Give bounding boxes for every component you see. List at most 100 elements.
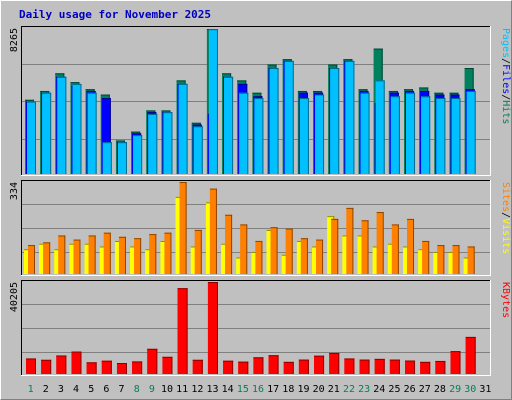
bar-kbytes-day-4 <box>71 351 82 374</box>
day-label-20: 20 <box>313 384 325 395</box>
bar-kbytes-day-7 <box>116 363 127 374</box>
day-label-25: 25 <box>388 384 400 395</box>
bar-kbytes-day-28 <box>435 360 446 374</box>
legend-Files: Files <box>500 64 511 94</box>
bar-pages-day-28 <box>436 98 446 174</box>
bar-sites-day-21 <box>331 218 339 274</box>
bar-pages-day-23 <box>360 92 370 174</box>
bar-sites-day-4 <box>73 239 81 274</box>
bar-pages-day-1 <box>27 101 36 174</box>
bar-kbytes-day-2 <box>41 359 52 374</box>
bar-sites-day-5 <box>88 235 96 274</box>
day-label-30: 30 <box>464 384 476 395</box>
bar-kbytes-day-11 <box>177 288 188 374</box>
day-label-17: 17 <box>267 384 279 395</box>
bar-kbytes-day-23 <box>359 359 370 374</box>
bar-sites-day-7 <box>118 236 126 274</box>
bar-pages-day-29 <box>451 98 461 174</box>
bar-pages-day-14 <box>224 76 234 174</box>
bar-sites-day-23 <box>361 220 369 274</box>
day-label-6: 6 <box>103 384 109 395</box>
day-label-22: 22 <box>343 384 355 395</box>
bar-pages-day-5 <box>87 92 97 174</box>
legend-Sites: Sites <box>500 182 511 212</box>
bar-pages-day-17 <box>269 68 279 174</box>
bar-pages-day-22 <box>345 60 355 175</box>
bar-sites-day-15 <box>240 224 248 274</box>
panel-2-max-label: 334 <box>9 182 20 200</box>
bar-sites-day-18 <box>285 228 293 274</box>
bar-sites-day-19 <box>300 238 308 274</box>
day-label-26: 26 <box>404 384 416 395</box>
bar-kbytes-day-22 <box>344 358 355 374</box>
day-label-18: 18 <box>282 384 294 395</box>
bar-pages-day-6 <box>102 142 112 174</box>
panel-1-max-label: 8265 <box>9 28 20 52</box>
day-label-13: 13 <box>206 384 218 395</box>
bar-kbytes-day-15 <box>238 361 249 374</box>
bar-kbytes-day-21 <box>329 352 340 374</box>
bar-kbytes-day-14 <box>223 360 234 374</box>
legend-Visits: Visits <box>500 218 511 254</box>
bar-sites-day-25 <box>391 224 399 274</box>
day-label-31: 31 <box>479 384 491 395</box>
day-label-15: 15 <box>237 384 249 395</box>
bar-pages-day-10 <box>163 112 173 174</box>
day-label-16: 16 <box>252 384 264 395</box>
panel-3-legend: KBytes <box>500 282 511 318</box>
bar-sites-day-1 <box>28 245 35 274</box>
panel-3-max-label: 40205 <box>9 282 20 312</box>
bar-kbytes-day-1 <box>26 358 36 374</box>
bar-sites-day-17 <box>270 227 278 274</box>
bar-kbytes-day-13 <box>207 282 218 374</box>
bar-kbytes-day-26 <box>405 360 416 374</box>
legend-Hits: Hits <box>500 100 511 124</box>
bar-kbytes-day-6 <box>101 360 112 374</box>
bar-pages-day-3 <box>57 76 67 174</box>
bar-pages-day-15 <box>239 92 249 174</box>
day-label-8: 8 <box>134 384 140 395</box>
bar-kbytes-day-3 <box>56 355 67 374</box>
bar-kbytes-day-10 <box>162 356 173 374</box>
bar-pages-day-7 <box>117 142 127 174</box>
bar-pages-day-25 <box>390 96 400 174</box>
day-label-5: 5 <box>88 384 94 395</box>
bar-pages-day-11 <box>178 83 188 174</box>
day-label-7: 7 <box>119 384 125 395</box>
bar-pages-day-27 <box>421 96 431 174</box>
legend-Pages: Pages <box>500 28 511 58</box>
bar-sites-day-14 <box>225 214 233 274</box>
bar-sites-day-27 <box>422 240 430 274</box>
day-label-4: 4 <box>73 384 79 395</box>
bar-kbytes-day-20 <box>314 355 325 374</box>
bar-kbytes-day-8 <box>132 361 143 374</box>
day-label-11: 11 <box>176 384 188 395</box>
bar-kbytes-day-24 <box>374 358 385 374</box>
day-label-19: 19 <box>297 384 309 395</box>
bar-kbytes-day-27 <box>420 361 431 374</box>
bar-pages-day-30 <box>466 90 476 174</box>
legend-: / <box>500 58 511 64</box>
panel-2-legend: Sites/Visits <box>500 182 511 254</box>
bar-kbytes-day-16 <box>253 357 264 374</box>
bar-sites-day-8 <box>134 238 142 274</box>
day-label-12: 12 <box>191 384 203 395</box>
bar-sites-day-29 <box>452 245 460 274</box>
day-label-27: 27 <box>419 384 431 395</box>
bar-pages-day-16 <box>254 98 264 174</box>
bar-kbytes-day-25 <box>389 359 400 374</box>
bar-sites-day-11 <box>179 182 187 274</box>
bar-sites-day-24 <box>376 212 384 274</box>
day-label-1: 1 <box>28 384 34 395</box>
day-label-2: 2 <box>43 384 49 395</box>
bar-sites-day-10 <box>164 232 172 274</box>
bar-kbytes-day-18 <box>283 361 294 374</box>
bar-pages-day-26 <box>406 92 416 174</box>
bar-kbytes-day-5 <box>86 362 97 374</box>
day-label-21: 21 <box>328 384 340 395</box>
bar-sites-day-2 <box>43 242 51 274</box>
bar-kbytes-day-29 <box>450 351 461 374</box>
bar-kbytes-day-30 <box>465 336 476 374</box>
day-label-28: 28 <box>434 384 446 395</box>
